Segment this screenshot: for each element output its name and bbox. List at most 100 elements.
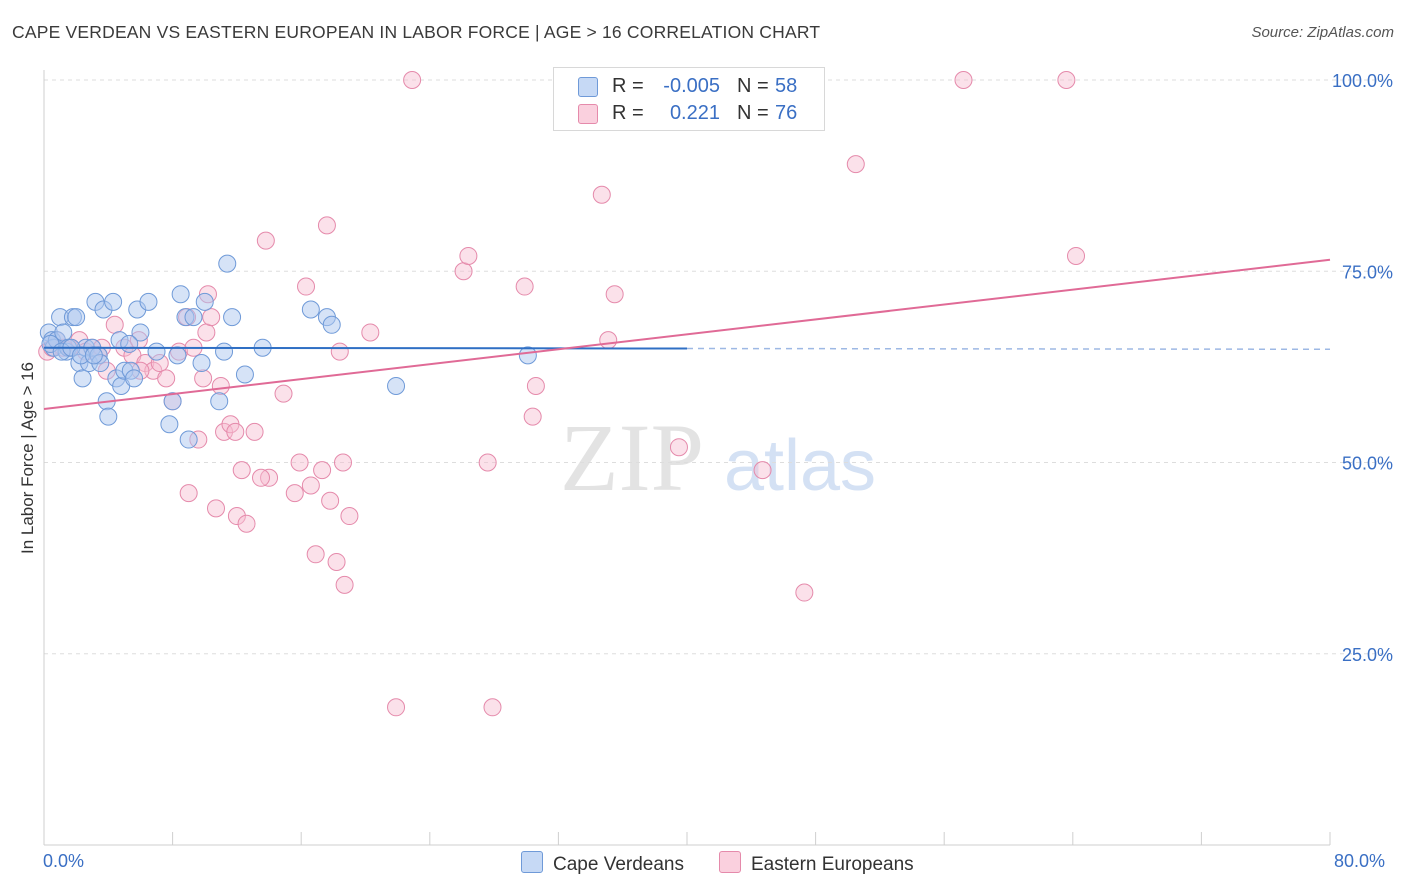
eastern-european-point: [454, 262, 473, 281]
n-label: N =: [737, 102, 769, 124]
cape-verdean-point: [218, 254, 237, 273]
watermark-zip: ZIP: [560, 404, 704, 511]
eastern-european-point: [237, 514, 256, 533]
cape-verdean-point: [387, 377, 406, 395]
eastern-european-point: [669, 438, 688, 457]
eastern-european-point: [207, 499, 226, 518]
eastern-european-point: [340, 507, 359, 526]
legend-row-cape-verdeans: R = -0.005 N = 58: [554, 73, 824, 101]
cape-verdean-point: [163, 392, 182, 411]
r-value: -0.005: [663, 75, 720, 97]
eastern-european-point: [306, 545, 325, 564]
eastern-european-point: [361, 323, 380, 342]
legend-swatch-blue: [578, 77, 598, 97]
eastern-european-point: [605, 285, 624, 304]
eastern-european-point: [515, 277, 534, 296]
eastern-european-point: [285, 484, 304, 503]
eastern-european-point: [478, 453, 497, 472]
eastern-european-point: [194, 369, 213, 388]
eastern-european-point: [179, 484, 198, 503]
y-tick-labels: 25.0% 50.0% 75.0% 100.0%: [1332, 71, 1393, 665]
n-value: 58: [775, 75, 798, 97]
eastern-european-point: [245, 422, 264, 441]
eastern-european-point: [330, 342, 349, 361]
cape-verdean-point: [147, 342, 166, 361]
eastern-european-point: [226, 422, 245, 441]
cape-verdean-point: [67, 308, 86, 327]
cape-verdean-point: [125, 369, 144, 388]
source-label: Source: ZipAtlas.com: [1251, 24, 1394, 41]
eastern-european-point: [290, 453, 309, 472]
eastern-european-point: [1067, 246, 1086, 265]
eastern-european-point: [335, 575, 354, 594]
y-axis-label: In Labor Force | Age > 16: [18, 361, 37, 555]
cape-verdean-point: [322, 315, 341, 334]
axes: [43, 70, 1331, 846]
cape-verdean-point: [104, 292, 123, 311]
cape-verdean-point: [301, 300, 320, 319]
watermark-atlas: atlas: [724, 426, 876, 506]
eastern-european-point: [327, 552, 346, 571]
eastern-european-point: [795, 583, 814, 602]
eastern-european-point: [599, 331, 618, 350]
legend-swatch-pink: [578, 104, 598, 124]
eastern-european-point: [1057, 71, 1076, 89]
legend-label: Cape Verdeans: [553, 854, 684, 875]
r-label: R =: [612, 75, 644, 97]
eastern-european-point: [483, 698, 502, 717]
eastern-european-point: [523, 407, 542, 426]
correlation-legend: R = -0.005 N = 58 R = 0.221 N = 76: [553, 67, 825, 131]
eastern-european-point: [202, 308, 221, 327]
cape-verdean-point: [139, 292, 158, 311]
eastern-european-point: [211, 377, 230, 395]
eastern-europeans-trend-line: [43, 258, 1331, 410]
cape-verdean-point: [99, 407, 118, 426]
eastern-european-point: [387, 698, 406, 717]
n-label: N =: [737, 75, 769, 97]
x-tick-max: 80.0%: [1334, 851, 1386, 871]
cape-verdean-point: [184, 308, 203, 327]
cape-verdean-point: [120, 334, 139, 353]
legend-item-cape-verdeans: Cape Verdeans: [521, 851, 684, 877]
cape-verdean-point: [210, 392, 229, 411]
eastern-european-point: [846, 155, 865, 174]
y-tick-label: 100.0%: [1332, 71, 1393, 91]
eastern-european-point: [297, 277, 316, 296]
grid-lines: [44, 79, 1390, 655]
chart-title: CAPE VERDEAN VS EASTERN EUROPEAN IN LABO…: [12, 22, 821, 42]
watermark: ZIP atlas: [560, 404, 876, 511]
y-tick-label: 50.0%: [1342, 454, 1393, 474]
legend-label: Eastern Europeans: [751, 854, 914, 875]
eastern-european-point: [256, 231, 275, 250]
x-tick-min: 0.0%: [43, 851, 85, 871]
r-value: 0.221: [669, 102, 720, 124]
eastern-european-point: [232, 461, 251, 480]
eastern-european-point: [252, 468, 271, 487]
cape-verdean-point: [215, 342, 234, 361]
cape-verdean-point: [73, 369, 92, 388]
cape-verdean-point: [192, 354, 211, 373]
legend-item-eastern-europeans: Eastern Europeans: [719, 851, 914, 877]
cape-verdean-point: [195, 292, 214, 311]
n-value: 76: [775, 102, 798, 124]
eastern-european-point: [753, 461, 772, 480]
eastern-european-point: [274, 384, 293, 403]
cape-verdean-point: [168, 346, 187, 365]
legend-swatch-blue: [521, 851, 543, 873]
y-tick-label: 25.0%: [1342, 645, 1393, 665]
legend-row-eastern-europeans: R = 0.221 N = 76: [554, 100, 824, 128]
cape-verdean-point: [171, 285, 190, 304]
eastern-european-point: [403, 71, 422, 89]
eastern-european-point: [321, 491, 340, 510]
cape-verdean-point: [179, 430, 198, 449]
cape-verdean-point: [518, 346, 537, 365]
eastern-european-point: [592, 185, 611, 204]
eastern-european-point: [954, 71, 973, 89]
eastern-european-point: [197, 323, 216, 342]
cape-verdean-point: [131, 323, 150, 342]
eastern-european-point: [105, 315, 124, 334]
eastern-european-point: [459, 246, 478, 265]
eastern-european-point: [526, 377, 545, 395]
cape-verdeans-trend-extension: [686, 347, 1331, 351]
